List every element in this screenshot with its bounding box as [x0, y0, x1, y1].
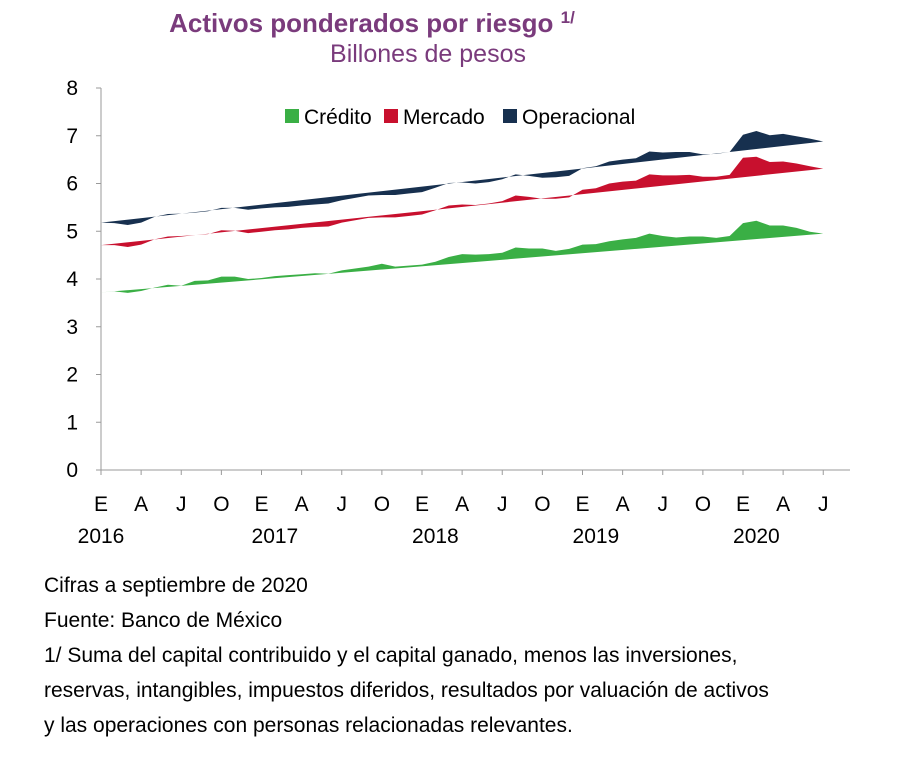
y-tick-label: 8	[66, 77, 78, 100]
x-tick-label: E	[415, 493, 429, 516]
x-tick-label: O	[534, 493, 550, 516]
legend-swatch	[384, 109, 398, 123]
y-tick-label: 6	[66, 173, 78, 196]
chart-notes: Cifras a septiembre de 2020 Fuente: Banc…	[44, 568, 886, 743]
legend-swatch	[285, 109, 299, 123]
x-tick-label: J	[176, 493, 187, 516]
footnote-line-1: 1/ Suma del capital contribuido y el cap…	[44, 644, 738, 667]
year-label: 2016	[78, 525, 125, 548]
chart-axes: 0 1 2 3 4 5 6 7 8 E A J O E A J O E A J O E A J O E A J 2016 2017 2018…	[66, 77, 850, 548]
title-footnote-marker: 1/	[560, 8, 575, 27]
footnote-line-2: reservas, intangibles, impuestos diferid…	[44, 679, 769, 702]
x-tick-label: O	[695, 493, 711, 516]
y-tick-label: 4	[66, 268, 78, 291]
year-label: 2017	[252, 525, 299, 548]
x-tick-label: E	[254, 493, 268, 516]
chart-subtitle: Billones de pesos	[330, 40, 526, 68]
area-series-1	[101, 156, 824, 248]
x-tick-label: E	[575, 493, 589, 516]
year-label: 2018	[412, 525, 459, 548]
x-tick-label: E	[94, 493, 108, 516]
chart-legend: Crédito Mercado Operacional	[285, 106, 635, 129]
year-label: 2019	[573, 525, 620, 548]
source-note: Fuente: Banco de México	[44, 609, 283, 632]
plot-areas	[101, 130, 824, 293]
x-tick-label: A	[776, 493, 790, 516]
chart-title-text: Activos ponderados por riesgo	[169, 8, 554, 38]
x-tick-label: A	[134, 493, 148, 516]
y-tick-label: 7	[66, 125, 78, 148]
x-tick-label: J	[658, 493, 669, 516]
y-tick-label: 5	[66, 220, 78, 243]
chart-title: Activos ponderados por riesgo 1/	[0, 2, 744, 39]
legend-label: Mercado	[403, 106, 485, 129]
y-tick-label: 0	[66, 459, 78, 482]
x-tick-label: O	[213, 493, 229, 516]
x-tick-label: J	[337, 493, 348, 516]
cutoff-note: Cifras a septiembre de 2020	[44, 574, 308, 597]
x-tick-label: A	[455, 493, 469, 516]
legend-swatch	[503, 109, 517, 123]
y-tick-label: 2	[66, 364, 78, 387]
legend-label: Operacional	[522, 106, 635, 129]
y-tick-label: 3	[66, 316, 78, 339]
x-tick-label: O	[374, 493, 390, 516]
legend-label: Crédito	[304, 106, 372, 129]
area-series-0	[101, 220, 824, 293]
x-tick-label: A	[616, 493, 630, 516]
footnote-line-3: y las operaciones con personas relaciona…	[44, 714, 573, 737]
x-tick-label: A	[295, 493, 309, 516]
x-tick-label: J	[818, 493, 829, 516]
area-series-2	[101, 130, 824, 226]
stacked-area-chart: 0 1 2 3 4 5 6 7 8 E A J O E A J O E A J O E A J O E A J 2016 2017 2018…	[66, 77, 850, 548]
x-tick-label: E	[736, 493, 750, 516]
y-tick-label: 1	[66, 411, 78, 434]
year-label: 2020	[733, 525, 780, 548]
x-tick-label: J	[497, 493, 508, 516]
